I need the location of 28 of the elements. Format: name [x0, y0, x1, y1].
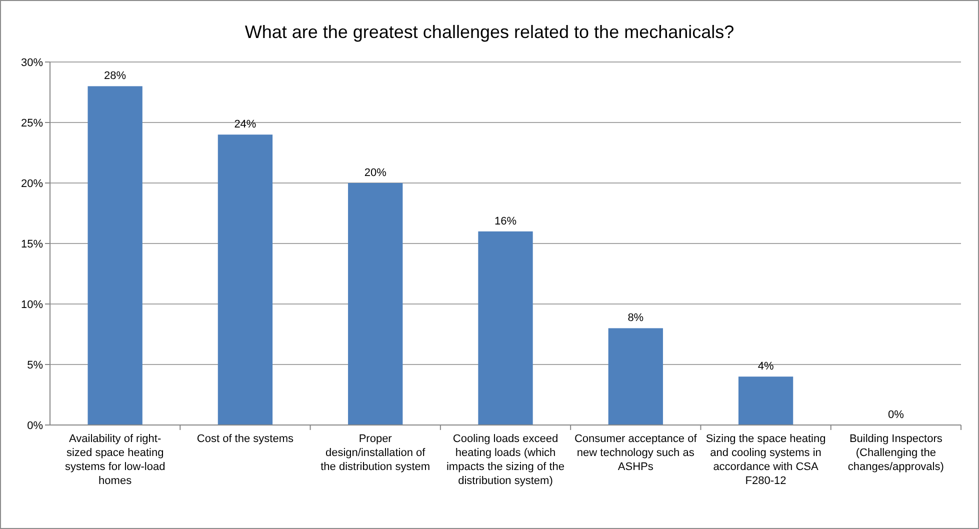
data-label: 8%	[628, 312, 644, 324]
y-tick-label: 20%	[20, 178, 44, 190]
x-tick-label: Building Inspectors (Challenging the changes/approvals)	[848, 433, 944, 473]
bar	[738, 376, 794, 425]
y-tick-label: 10%	[20, 298, 44, 311]
x-tick-label: Proper design/installation of the distribution system	[320, 433, 430, 473]
y-tick-label: 15%	[20, 238, 44, 250]
data-label: 16%	[494, 215, 517, 228]
bar	[348, 183, 403, 425]
x-tick-label: Sizing the space heating and cooling systems in accordance with CSA F280-12	[706, 433, 826, 487]
x-tick-label: Consumer acceptance of new technology such as ASHPs	[574, 433, 698, 473]
bar	[608, 328, 663, 425]
bar	[88, 86, 142, 425]
bar	[218, 134, 273, 425]
y-tick-label: 25%	[20, 117, 44, 130]
data-label: 4%	[758, 360, 774, 373]
x-tick-label: Cost of the systems	[196, 433, 294, 445]
data-label: 28%	[104, 70, 126, 82]
data-label: 0%	[888, 409, 904, 421]
y-tick-label: 5%	[27, 359, 44, 372]
x-tick-label: Cooling loads exceed heating loads (which impacts the sizing of the distribution system)	[446, 433, 565, 487]
data-label: 20%	[364, 167, 387, 179]
y-tick-label: 0%	[27, 420, 44, 432]
data-label: 24%	[234, 118, 256, 131]
chart-title: What are the greatest challenges related to the mechanicals?	[244, 22, 734, 42]
x-tick-label: Availability of right-sized space heating systems for low-load homes	[64, 433, 166, 487]
y-tick-label: 30%	[20, 56, 44, 69]
bar	[478, 231, 533, 425]
